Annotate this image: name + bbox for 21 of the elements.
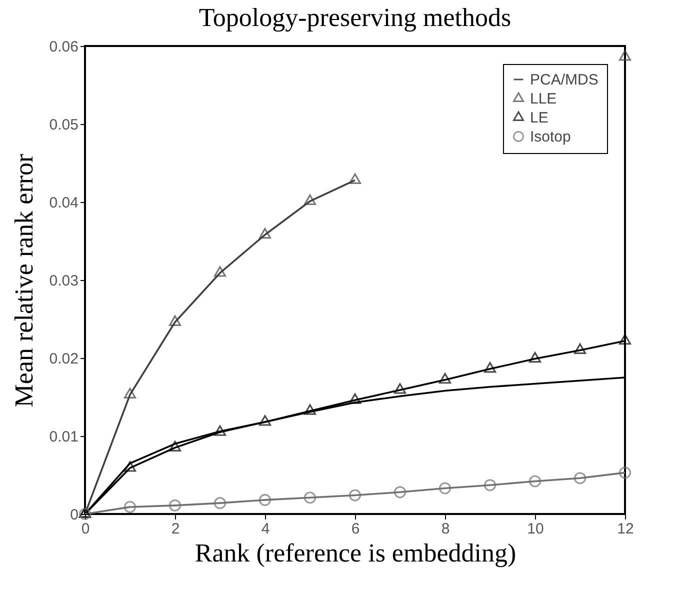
legend-label: LLE bbox=[530, 90, 557, 108]
x-tick-label: 12 bbox=[617, 520, 634, 538]
y-tick-label: 0.01 bbox=[49, 428, 78, 446]
legend-label: LE bbox=[530, 110, 548, 126]
x-tick-label: 4 bbox=[261, 520, 270, 538]
y-tick-label: 0.04 bbox=[49, 194, 78, 212]
chart-title: Topology-preserving methods bbox=[198, 3, 512, 32]
legend-label: PCA/MDS bbox=[530, 72, 598, 88]
y-tick-label: 0.02 bbox=[49, 350, 78, 368]
x-axis-title: Rank (reference is embedding) bbox=[194, 538, 516, 568]
y-tick-label: 0.03 bbox=[49, 272, 78, 290]
x-tick-label: 10 bbox=[527, 520, 544, 538]
y-tick-label: 0.06 bbox=[49, 38, 78, 56]
x-tick-label: 6 bbox=[351, 520, 360, 538]
y-tick-label: 0.05 bbox=[49, 116, 78, 134]
y-tick-label: 0 bbox=[70, 506, 78, 524]
y-axis-title: Mean relative rank error bbox=[9, 153, 38, 408]
x-tick-label: 8 bbox=[441, 520, 450, 538]
x-tick-label: 2 bbox=[171, 520, 180, 538]
legend-label: Isotop bbox=[530, 128, 571, 146]
x-tick-label: 0 bbox=[81, 520, 90, 538]
